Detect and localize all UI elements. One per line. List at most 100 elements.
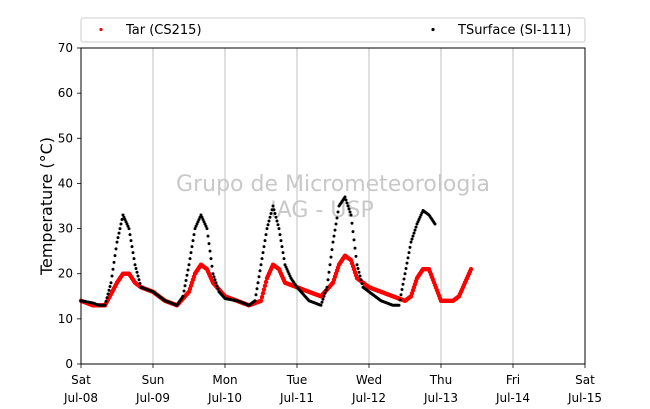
data-point — [122, 215, 126, 219]
data-point — [110, 274, 114, 278]
data-point — [261, 287, 267, 292]
axis-layer: Sat Jul-08 Sun Jul-09 Mon Jul-10 Tue Jul-11 Wed J… — [58, 41, 602, 405]
data-point — [124, 220, 128, 224]
y-tick-label: 10 — [58, 312, 73, 326]
data-point — [352, 238, 356, 242]
data-point — [418, 215, 422, 219]
data-point — [257, 275, 261, 279]
data-point — [335, 216, 339, 220]
data-point — [399, 293, 403, 297]
data-point — [104, 300, 108, 304]
data-point — [332, 234, 336, 238]
data-point — [355, 263, 359, 267]
x-tick-label-date: Jul-14 — [495, 391, 530, 405]
y-axis-label: Temperature (°C) — [37, 137, 56, 276]
x-tick-label-day: Tue — [286, 373, 308, 387]
legend-marker-tsurface — [431, 27, 435, 32]
data-point — [194, 224, 198, 228]
data-point — [181, 294, 185, 298]
x-tick-label-date: Jul-11 — [279, 391, 314, 405]
data-point — [403, 272, 407, 276]
data-point — [136, 274, 140, 278]
data-point — [269, 212, 273, 216]
data-point — [200, 215, 204, 219]
data-point — [263, 239, 267, 243]
data-point — [343, 195, 347, 199]
x-tick-label-date: Jul-12 — [351, 391, 386, 405]
data-point — [326, 278, 330, 282]
data-point — [260, 291, 266, 296]
data-point — [128, 233, 132, 237]
data-point — [324, 288, 328, 292]
data-point — [182, 289, 186, 293]
data-point — [281, 251, 285, 255]
data-point — [404, 266, 408, 270]
watermark-line-1: Grupo de Micrometeorologia — [176, 172, 490, 197]
x-tick-label-day: Sun — [142, 373, 165, 387]
data-point — [263, 279, 269, 285]
data-point — [433, 222, 437, 226]
data-point — [114, 247, 118, 251]
data-point — [186, 268, 190, 272]
y-tick-label: 0 — [65, 357, 73, 371]
data-point — [327, 270, 331, 274]
y-tick-label: 50 — [58, 131, 73, 145]
x-tick-label-date: Jul-13 — [423, 391, 458, 405]
data-point — [208, 249, 212, 253]
data-point — [409, 240, 413, 244]
data-point — [119, 222, 123, 226]
x-tick-label-day: Wed — [356, 373, 382, 387]
data-point — [135, 270, 139, 274]
data-point — [261, 251, 265, 255]
data-point — [113, 254, 117, 258]
data-point — [115, 240, 119, 244]
data-point — [398, 298, 402, 302]
data-point — [126, 224, 130, 228]
y-tick-label: 20 — [58, 267, 73, 281]
data-point — [211, 272, 215, 276]
data-point — [283, 263, 287, 267]
legend-marker-tar — [99, 27, 103, 32]
data-point — [408, 245, 412, 249]
data-point — [253, 299, 257, 303]
data-point — [192, 233, 196, 237]
x-tick-label-day: Thu — [429, 373, 453, 387]
data-point — [184, 278, 188, 282]
data-point — [282, 257, 286, 261]
data-point — [109, 281, 113, 285]
data-point — [273, 212, 277, 216]
data-point — [415, 222, 419, 226]
data-point — [258, 269, 262, 273]
data-point — [416, 220, 420, 224]
data-point — [259, 294, 265, 300]
y-tick-label: 40 — [58, 176, 73, 190]
data-point — [329, 255, 333, 259]
data-point — [123, 218, 127, 222]
data-point — [405, 261, 409, 265]
data-point — [280, 245, 284, 249]
data-point — [265, 227, 269, 231]
data-point — [333, 228, 337, 232]
data-point — [323, 291, 327, 295]
data-point — [330, 248, 334, 252]
data-point — [130, 245, 134, 249]
data-point — [275, 219, 279, 223]
x-tick-label-day: Fri — [506, 373, 520, 387]
data-point — [410, 237, 414, 241]
data-point — [190, 245, 194, 249]
data-point — [199, 213, 203, 217]
data-point — [320, 300, 324, 304]
x-tick-label-day: Sat — [575, 373, 595, 387]
data-point — [133, 263, 137, 267]
data-point — [322, 294, 326, 298]
y-tick-label: 60 — [58, 86, 73, 100]
data-point — [195, 222, 199, 226]
x-tick-label-date: Jul-10 — [207, 391, 242, 405]
data-point — [210, 264, 214, 268]
legend-label-tsurface: TSurface (SI-111) — [457, 23, 571, 38]
data-point — [285, 267, 289, 271]
grid-layer — [152, 48, 514, 364]
data-point — [402, 277, 406, 281]
data-point — [353, 246, 357, 250]
data-point — [112, 260, 116, 264]
